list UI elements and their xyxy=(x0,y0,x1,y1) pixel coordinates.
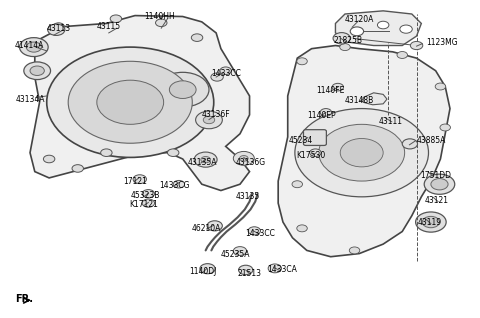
Text: 45323B: 45323B xyxy=(130,191,160,200)
Text: 43113: 43113 xyxy=(47,24,71,33)
Circle shape xyxy=(168,149,179,156)
Text: 1123MG: 1123MG xyxy=(426,38,458,47)
Text: FR.: FR. xyxy=(15,294,33,304)
Text: 21513: 21513 xyxy=(238,269,262,278)
Circle shape xyxy=(68,61,192,143)
Circle shape xyxy=(292,181,302,188)
Text: K17121: K17121 xyxy=(129,200,158,209)
Polygon shape xyxy=(30,16,250,190)
Circle shape xyxy=(203,116,215,124)
Circle shape xyxy=(377,21,389,29)
Circle shape xyxy=(43,155,55,163)
Text: 43136G: 43136G xyxy=(235,158,265,167)
Circle shape xyxy=(239,265,253,275)
Text: 41414A: 41414A xyxy=(15,41,44,50)
Circle shape xyxy=(268,264,281,273)
Text: 1433CG: 1433CG xyxy=(159,181,190,190)
Circle shape xyxy=(156,72,209,107)
Text: 45234: 45234 xyxy=(288,136,313,145)
Circle shape xyxy=(30,66,44,75)
Circle shape xyxy=(402,139,418,149)
Text: 43115: 43115 xyxy=(97,22,121,31)
Circle shape xyxy=(297,225,307,232)
Circle shape xyxy=(320,108,332,116)
Circle shape xyxy=(248,227,261,235)
Circle shape xyxy=(142,190,155,198)
Text: 1433CA: 1433CA xyxy=(267,266,297,274)
Text: 43120A: 43120A xyxy=(345,15,374,24)
Circle shape xyxy=(133,175,146,183)
Circle shape xyxy=(310,149,321,156)
Text: 43885A: 43885A xyxy=(417,135,446,145)
Text: 43135A: 43135A xyxy=(188,158,217,167)
Circle shape xyxy=(101,149,112,156)
Circle shape xyxy=(431,178,448,190)
Circle shape xyxy=(48,24,65,35)
Circle shape xyxy=(233,151,254,165)
Text: 45235A: 45235A xyxy=(221,250,251,259)
Circle shape xyxy=(333,33,350,44)
Circle shape xyxy=(47,47,214,157)
Circle shape xyxy=(97,80,164,124)
Polygon shape xyxy=(363,93,387,105)
Text: 43111: 43111 xyxy=(378,117,402,126)
Circle shape xyxy=(196,111,222,129)
Circle shape xyxy=(110,15,121,23)
Circle shape xyxy=(201,156,210,163)
Circle shape xyxy=(340,139,383,167)
Text: K17530: K17530 xyxy=(296,151,325,160)
Circle shape xyxy=(24,62,50,80)
Circle shape xyxy=(422,216,440,228)
Circle shape xyxy=(207,221,222,231)
Circle shape xyxy=(20,38,48,57)
Circle shape xyxy=(200,264,215,274)
Circle shape xyxy=(340,44,350,51)
Text: 43121: 43121 xyxy=(425,196,449,205)
Circle shape xyxy=(400,25,412,33)
Text: 43135: 43135 xyxy=(235,192,260,201)
Text: 1140DJ: 1140DJ xyxy=(189,267,216,276)
Text: 43148B: 43148B xyxy=(345,96,374,105)
Polygon shape xyxy=(278,45,450,257)
Circle shape xyxy=(397,52,408,59)
Text: 1140HH: 1140HH xyxy=(144,12,175,21)
Text: 1140FE: 1140FE xyxy=(316,86,345,95)
Text: 1140EP: 1140EP xyxy=(307,111,336,120)
Circle shape xyxy=(295,108,429,197)
Circle shape xyxy=(211,73,223,81)
Text: 46210A: 46210A xyxy=(192,224,221,233)
Text: 43134A: 43134A xyxy=(16,95,45,104)
Circle shape xyxy=(297,58,307,65)
Circle shape xyxy=(173,180,185,188)
Circle shape xyxy=(319,124,405,181)
Text: 1751DD: 1751DD xyxy=(420,171,451,180)
Circle shape xyxy=(424,174,455,194)
Circle shape xyxy=(440,124,450,131)
Polygon shape xyxy=(336,11,421,45)
Circle shape xyxy=(192,34,203,41)
Circle shape xyxy=(349,247,360,254)
Circle shape xyxy=(169,81,196,99)
Circle shape xyxy=(53,23,64,31)
Text: 1433CC: 1433CC xyxy=(211,69,241,79)
Text: 43136F: 43136F xyxy=(202,110,230,119)
Circle shape xyxy=(240,156,248,161)
Circle shape xyxy=(350,27,364,36)
Circle shape xyxy=(410,41,423,50)
Circle shape xyxy=(416,212,446,232)
Circle shape xyxy=(156,19,167,27)
Text: 17121: 17121 xyxy=(123,176,147,186)
Circle shape xyxy=(233,247,247,255)
Circle shape xyxy=(435,83,446,90)
Circle shape xyxy=(72,165,84,172)
Text: 43119: 43119 xyxy=(418,218,442,227)
Circle shape xyxy=(26,42,41,52)
Circle shape xyxy=(220,67,231,74)
Circle shape xyxy=(142,199,155,207)
Circle shape xyxy=(194,152,217,167)
Circle shape xyxy=(332,83,344,91)
Text: 1433CC: 1433CC xyxy=(245,229,275,238)
FancyBboxPatch shape xyxy=(303,130,326,145)
Text: 21825B: 21825B xyxy=(333,36,362,45)
